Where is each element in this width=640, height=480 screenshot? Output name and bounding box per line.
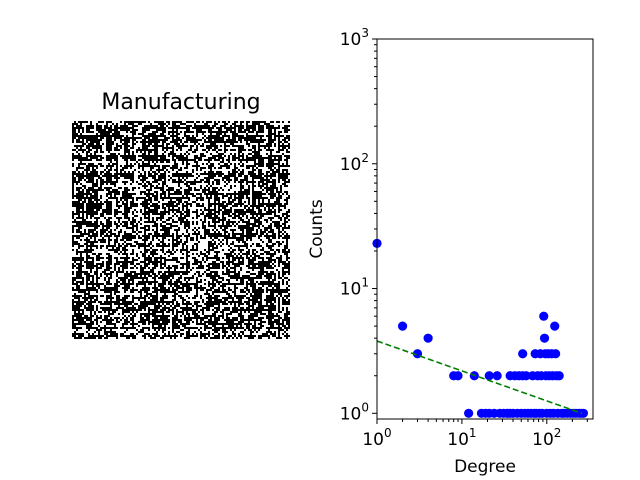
x-tick-label: 102 <box>532 426 561 450</box>
plot-frame <box>376 38 594 420</box>
adjacency-matrix <box>72 121 290 339</box>
data-point <box>539 311 549 321</box>
matrix-title: Manufacturing <box>101 90 261 115</box>
degree-distribution-plot: 100 101 102 100 101 102 103 Degree Counts <box>307 26 594 477</box>
data-point <box>397 321 408 331</box>
x-tick-label: 101 <box>447 426 476 450</box>
data-point <box>551 349 561 359</box>
data-points <box>372 238 589 418</box>
data-point <box>518 349 528 359</box>
data-point <box>539 333 550 343</box>
y-tick-label: 100 <box>340 400 369 424</box>
fit-line <box>376 340 583 415</box>
matrix-cells <box>72 121 290 339</box>
data-point <box>423 333 433 343</box>
data-point <box>521 371 531 381</box>
y-tick-label: 103 <box>340 26 369 50</box>
y-tick-label: 101 <box>340 276 369 300</box>
data-point <box>550 321 560 331</box>
axis-ticks: 100 101 102 100 101 102 103 <box>340 26 588 450</box>
y-axis-label: Counts <box>307 199 327 258</box>
data-point <box>492 371 502 381</box>
data-point <box>464 408 474 418</box>
data-point <box>578 408 589 418</box>
data-point <box>484 371 494 381</box>
x-axis-label: Degree <box>454 457 516 477</box>
data-point <box>453 371 463 381</box>
x-tick-label: 100 <box>362 426 391 450</box>
data-point <box>554 371 564 381</box>
y-tick-label: 102 <box>340 151 369 175</box>
